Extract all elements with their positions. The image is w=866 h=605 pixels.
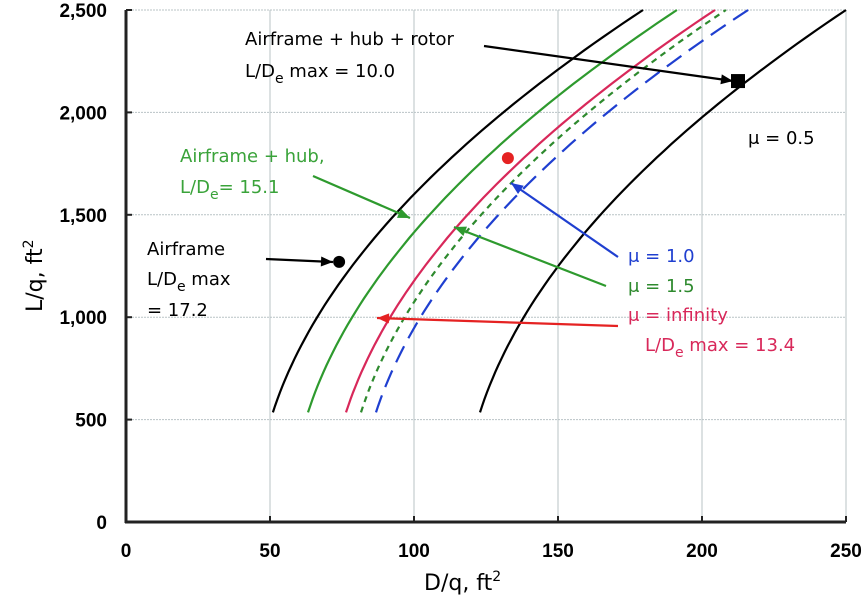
x-tick-label: 250 — [830, 541, 862, 562]
svg-text:L/De= 15.1: L/De= 15.1 — [180, 177, 279, 203]
svg-text:μ = infinity: μ = infinity — [628, 305, 728, 326]
annotation-airframe-hub-rotor: Airframe + hub + rotor L/De max = 10.0 — [245, 29, 454, 87]
data-curves — [271, 9, 847, 413]
markers — [333, 74, 745, 268]
annotation-mu-0-5: μ = 0.5 — [748, 128, 815, 149]
arrow-line — [453, 225, 607, 288]
x-tick-label: 50 — [259, 541, 280, 562]
arrow-line — [376, 316, 619, 328]
x-tick-label: 100 — [398, 541, 430, 562]
curve-mu-0-5 — [478, 9, 847, 413]
svg-text:Airframe + hub,: Airframe + hub, — [180, 146, 325, 167]
y-tick-label: 2,000 — [59, 103, 107, 124]
arrow-head-icon — [511, 183, 524, 194]
curve-mu-1-0 — [374, 9, 749, 413]
arrow-line — [483, 44, 734, 83]
arrow-head-icon — [320, 256, 333, 267]
y-tick-label: 1,000 — [59, 308, 107, 329]
y-tick-label: 2,500 — [59, 1, 107, 22]
x-tick-label: 150 — [542, 541, 574, 562]
axes — [124, 9, 847, 524]
svg-text:L/De max = 13.4: L/De max = 13.4 — [645, 335, 795, 361]
svg-text:Airframe: Airframe — [147, 239, 225, 260]
y-tick-label: 500 — [75, 411, 107, 432]
annotation-airframe: Airframe L/De max = 17.2 — [147, 239, 231, 321]
marker-square — [731, 74, 745, 89]
svg-text:L/De max: L/De max — [147, 269, 231, 295]
curve-airframe-hub — [306, 9, 678, 413]
marker-circle — [333, 255, 346, 268]
svg-text:L/De max = 10.0: L/De max = 10.0 — [245, 61, 395, 87]
annotation-mu-1-0: μ = 1.0 — [628, 246, 695, 267]
annotation-airframe-hub: Airframe + hub, L/De= 15.1 — [180, 146, 325, 203]
annotation-arrows — [265, 44, 734, 328]
tick-labels: 0 50 100 150 200 250 0 500 1,000 1,500 2,000 2,500 — [59, 1, 861, 562]
x-axis-label: D/q, ft2 — [424, 569, 501, 596]
arrow-head-icon — [377, 313, 390, 324]
arrow-line — [510, 182, 619, 258]
y-axis-label: L/q, ft2 — [21, 239, 48, 312]
curve-mu-infinity — [344, 9, 716, 413]
y-tick-label: 0 — [96, 513, 107, 534]
arrow-head-icon — [397, 208, 410, 218]
y-tick-label: 1,500 — [59, 206, 107, 227]
annotation-mu-infinity: μ = infinity L/De max = 13.4 — [628, 305, 795, 361]
x-tick-label: 0 — [121, 541, 132, 562]
curve-airframe — [271, 9, 644, 413]
arrow-head-icon — [454, 226, 467, 237]
x-tick-label: 200 — [686, 541, 718, 562]
annotation-mu-1-5: μ = 1.5 — [628, 276, 695, 297]
marker-circle — [501, 152, 514, 165]
svg-text:Airframe + hub + rotor: Airframe + hub + rotor — [245, 29, 454, 50]
arrow-line — [312, 174, 411, 220]
arrow-head-icon — [720, 74, 733, 85]
svg-text:= 17.2: = 17.2 — [147, 300, 208, 321]
